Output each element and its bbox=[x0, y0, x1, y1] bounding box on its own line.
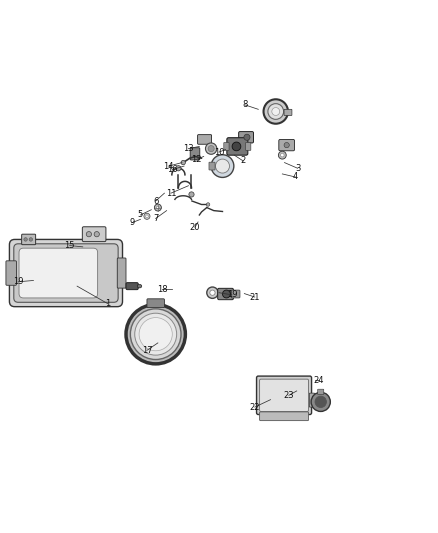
Ellipse shape bbox=[138, 285, 142, 288]
FancyBboxPatch shape bbox=[82, 227, 106, 241]
Text: 14: 14 bbox=[163, 161, 174, 171]
Circle shape bbox=[144, 213, 150, 220]
Circle shape bbox=[156, 206, 159, 209]
FancyBboxPatch shape bbox=[257, 376, 311, 415]
Circle shape bbox=[268, 103, 284, 119]
FancyBboxPatch shape bbox=[284, 109, 292, 116]
FancyBboxPatch shape bbox=[6, 261, 16, 285]
Text: 19: 19 bbox=[227, 290, 237, 300]
Text: 10: 10 bbox=[214, 148, 224, 157]
Circle shape bbox=[223, 290, 230, 298]
Circle shape bbox=[189, 192, 194, 197]
FancyBboxPatch shape bbox=[246, 142, 251, 150]
Circle shape bbox=[279, 151, 286, 159]
Circle shape bbox=[205, 143, 217, 154]
Circle shape bbox=[139, 318, 172, 351]
Circle shape bbox=[86, 231, 92, 237]
Circle shape bbox=[154, 204, 161, 211]
Circle shape bbox=[208, 146, 214, 152]
Circle shape bbox=[264, 99, 288, 124]
Text: 24: 24 bbox=[313, 376, 324, 384]
Text: 23: 23 bbox=[283, 391, 294, 400]
FancyBboxPatch shape bbox=[231, 290, 240, 298]
FancyBboxPatch shape bbox=[198, 135, 212, 144]
Text: 16: 16 bbox=[167, 165, 177, 174]
FancyBboxPatch shape bbox=[227, 138, 248, 155]
Text: 19: 19 bbox=[13, 277, 23, 286]
FancyBboxPatch shape bbox=[260, 379, 308, 411]
Circle shape bbox=[29, 238, 32, 241]
Text: 20: 20 bbox=[190, 223, 200, 232]
Circle shape bbox=[24, 238, 27, 241]
FancyBboxPatch shape bbox=[19, 248, 98, 298]
FancyBboxPatch shape bbox=[224, 142, 229, 150]
Text: 2: 2 bbox=[240, 156, 246, 165]
Circle shape bbox=[211, 155, 234, 177]
FancyBboxPatch shape bbox=[260, 412, 308, 421]
Text: 6: 6 bbox=[153, 197, 159, 206]
FancyBboxPatch shape bbox=[218, 288, 233, 300]
Circle shape bbox=[206, 203, 210, 206]
Text: 22: 22 bbox=[250, 402, 260, 411]
FancyBboxPatch shape bbox=[239, 132, 254, 143]
Text: 15: 15 bbox=[64, 241, 75, 250]
FancyBboxPatch shape bbox=[14, 244, 118, 302]
Text: 18: 18 bbox=[157, 285, 168, 294]
Circle shape bbox=[94, 231, 99, 237]
Circle shape bbox=[210, 290, 215, 295]
Text: 3: 3 bbox=[295, 164, 300, 173]
Circle shape bbox=[146, 215, 148, 217]
Circle shape bbox=[215, 159, 230, 173]
Text: 12: 12 bbox=[191, 155, 201, 164]
Circle shape bbox=[181, 160, 185, 165]
Text: 5: 5 bbox=[138, 211, 143, 220]
Text: 17: 17 bbox=[141, 346, 152, 355]
Circle shape bbox=[244, 134, 250, 140]
Circle shape bbox=[207, 287, 218, 298]
FancyBboxPatch shape bbox=[126, 282, 138, 289]
FancyBboxPatch shape bbox=[147, 299, 164, 308]
FancyBboxPatch shape bbox=[10, 239, 123, 306]
Circle shape bbox=[131, 309, 181, 359]
FancyBboxPatch shape bbox=[190, 148, 200, 160]
Text: 9: 9 bbox=[129, 219, 134, 228]
Circle shape bbox=[272, 108, 280, 116]
Text: 21: 21 bbox=[250, 293, 260, 302]
Circle shape bbox=[135, 313, 177, 355]
FancyBboxPatch shape bbox=[209, 162, 215, 170]
Text: 11: 11 bbox=[166, 189, 176, 198]
Circle shape bbox=[284, 142, 289, 148]
FancyBboxPatch shape bbox=[279, 140, 294, 151]
Circle shape bbox=[176, 166, 181, 171]
FancyBboxPatch shape bbox=[318, 389, 324, 394]
Circle shape bbox=[281, 154, 284, 157]
FancyBboxPatch shape bbox=[309, 393, 314, 407]
Circle shape bbox=[232, 142, 241, 151]
Circle shape bbox=[315, 396, 326, 408]
Text: 8: 8 bbox=[243, 100, 248, 109]
FancyBboxPatch shape bbox=[21, 234, 35, 245]
FancyBboxPatch shape bbox=[117, 258, 126, 288]
Text: 1: 1 bbox=[105, 299, 110, 308]
Text: 13: 13 bbox=[183, 144, 194, 153]
Circle shape bbox=[311, 392, 330, 411]
Text: 7: 7 bbox=[153, 214, 159, 223]
Text: 4: 4 bbox=[293, 173, 298, 182]
Circle shape bbox=[126, 304, 185, 364]
